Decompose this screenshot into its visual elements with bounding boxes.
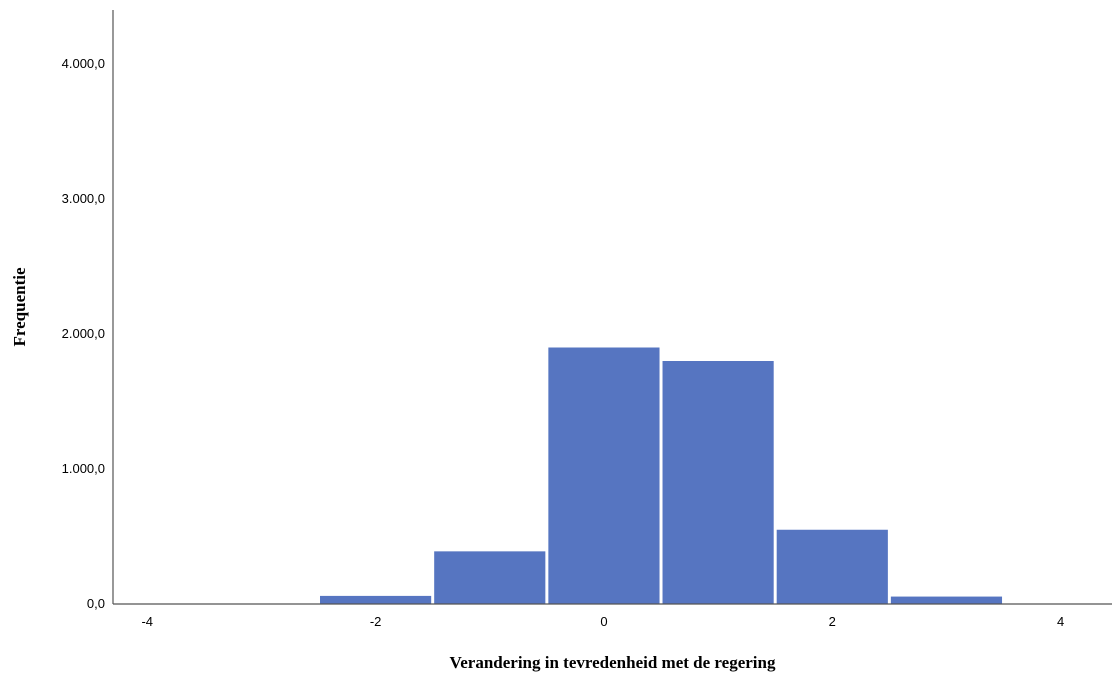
x-tick-label: 0 [600,614,607,629]
x-axis-title: Verandering in tevredenheid met de reger… [450,653,776,672]
bars-group [320,347,1003,604]
y-tick-label: 1.000,0 [62,461,105,476]
x-tick-label: -2 [370,614,382,629]
y-axis-title: Frequentie [10,267,29,346]
x-tick-label: 2 [829,614,836,629]
x-tick-labels: -4 -2 0 2 4 [141,614,1064,629]
histogram-bar [776,529,888,604]
x-tick-label: -4 [141,614,153,629]
x-tick-label: 4 [1057,614,1064,629]
histogram-bar [662,361,774,604]
histogram-bar [320,595,432,604]
histogram-bar [434,551,546,604]
histogram-bar [548,347,660,604]
y-tick-label: 3.000,0 [62,191,105,206]
y-tick-label: 0,0 [87,596,105,611]
histogram-bar [890,596,1003,604]
y-tick-label: 4.000,0 [62,56,105,71]
y-tick-labels: 0,0 1.000,0 2.000,0 3.000,0 4.000,0 [62,56,105,611]
y-tick-label: 2.000,0 [62,326,105,341]
